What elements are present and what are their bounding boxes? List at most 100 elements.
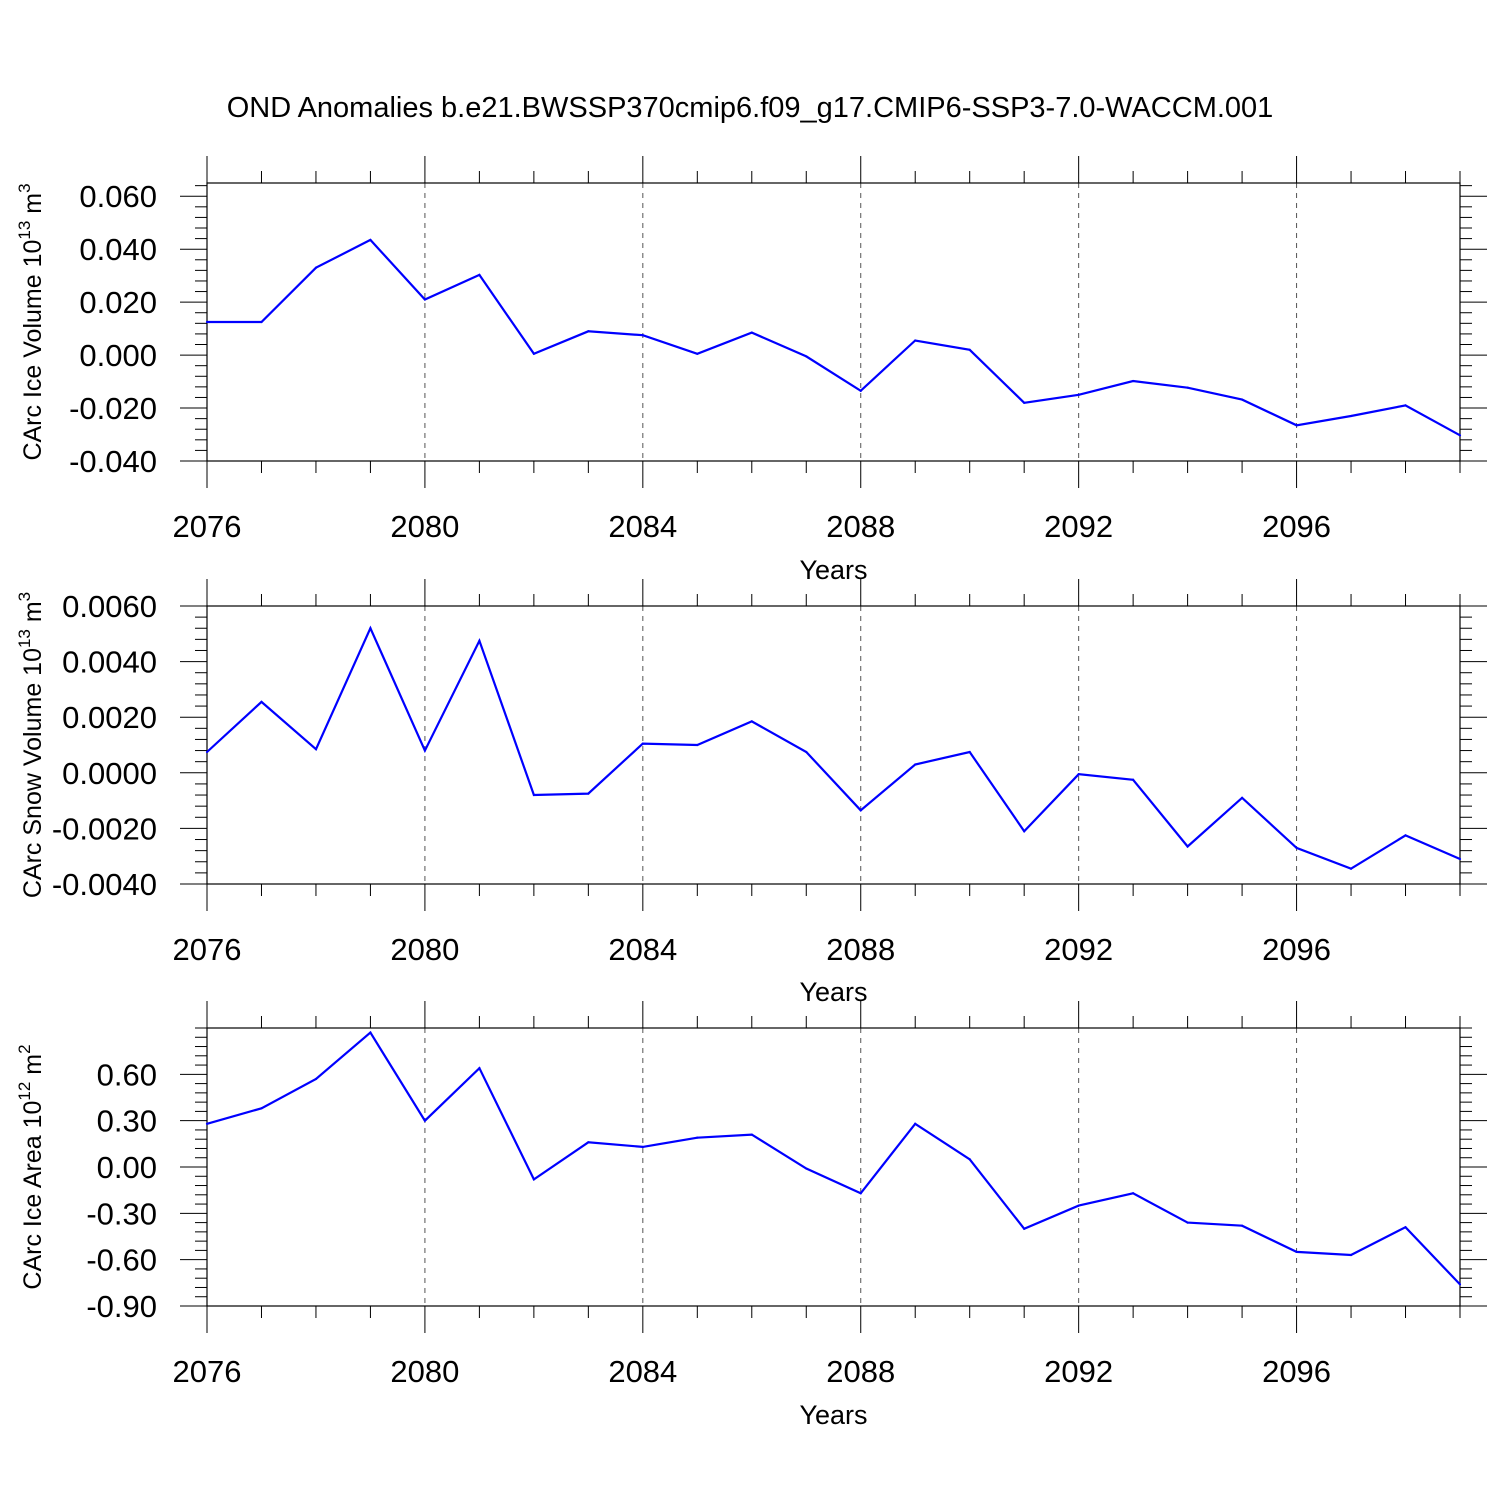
data-point: [1132, 379, 1135, 383]
y-axis-title-superscript: 2: [15, 1044, 34, 1053]
data-point: [805, 1167, 808, 1170]
data-point: [423, 749, 427, 752]
y-tick-label: 0.0060: [62, 589, 157, 624]
data-point: [369, 238, 372, 242]
x-axis-title: Years: [799, 1400, 867, 1430]
y-tick-label: -0.30: [86, 1196, 157, 1231]
y-tick-label: -0.90: [86, 1289, 157, 1324]
data-point: [369, 627, 372, 630]
data-point: [1186, 386, 1189, 389]
data-point: [1404, 834, 1407, 837]
data-point: [641, 334, 644, 337]
y-axis-title-text: m: [19, 1054, 47, 1082]
y-tick-label: 0.0040: [62, 645, 157, 680]
data-point: [696, 743, 699, 747]
data-point: [1240, 1224, 1244, 1227]
data-point: [1458, 1283, 1462, 1286]
data-point: [314, 1077, 318, 1081]
data-point: [1295, 1250, 1298, 1254]
data-point: [260, 700, 263, 704]
y-axis-title-text: CArc Ice Volume 10: [19, 240, 47, 461]
panel-3: 2076 2080 2084 2088 2092 2096 Years 0.60 0.30 0.0…: [15, 1001, 1487, 1430]
y-axis-title: CArc Ice Volume 1013 m3: [15, 183, 47, 460]
data-point: [1349, 867, 1353, 870]
data-point: [532, 1178, 535, 1181]
data-point: [1023, 830, 1026, 833]
y-axis-title-superscript: 12: [15, 1082, 34, 1101]
series-line: [206, 1030, 1461, 1286]
x-tick-label: 2092: [1044, 509, 1113, 544]
data-point: [641, 742, 644, 745]
data-point: [423, 1119, 427, 1122]
data-point: [968, 1158, 971, 1161]
y-tick-label: 0.0000: [62, 756, 157, 791]
data-point: [750, 720, 753, 723]
y-axis-title-text: m: [19, 601, 47, 629]
y-axis-title: CArc Ice Area 1012 m2: [15, 1044, 47, 1289]
y-axis-title-superscript: 3: [15, 183, 34, 192]
y-tick-label: -0.60: [86, 1243, 157, 1278]
data-point: [1404, 1226, 1407, 1229]
x-tick-label: 2096: [1262, 932, 1331, 967]
data-point: [1349, 1253, 1353, 1257]
data-point: [696, 352, 699, 355]
series-line: [206, 625, 1461, 870]
x-tick-label: 2080: [390, 1354, 459, 1389]
y-axis-title-superscript: 13: [15, 629, 34, 648]
data-point: [1404, 404, 1407, 407]
x-tick-label: 2096: [1262, 509, 1331, 544]
y-tick-label: -0.040: [69, 444, 157, 479]
data-point: [859, 809, 862, 812]
x-tick-label: 2092: [1044, 932, 1113, 967]
data-point: [1240, 398, 1244, 401]
y-tick-label: 0.00: [97, 1150, 157, 1185]
plot-frame: [206, 1027, 1461, 1307]
y-axis-title-text: CArc Snow Volume 10: [19, 648, 47, 898]
data-point: [587, 330, 590, 333]
data-point: [696, 1136, 699, 1139]
plot-frame: [206, 182, 1461, 462]
data-point: [532, 352, 535, 355]
data-point: [1458, 434, 1462, 437]
y-axis-title-text: m: [19, 193, 47, 221]
y-tick-label: 0.040: [79, 232, 157, 267]
data-point: [314, 748, 318, 751]
data-point: [805, 750, 808, 754]
y-axis-title: CArc Snow Volume 1013 m3: [15, 592, 47, 898]
data-point: [1458, 857, 1462, 861]
data-point: [1186, 845, 1189, 848]
data-point: [750, 1133, 753, 1136]
x-tick-label: 2096: [1262, 1354, 1331, 1389]
data-point: [1295, 424, 1298, 427]
data-point: [1077, 1204, 1080, 1207]
x-tick-label: 2080: [390, 509, 459, 544]
data-point: [205, 750, 209, 754]
data-point: [1077, 393, 1080, 396]
series-line: [207, 238, 1461, 437]
x-axis-title: Years: [799, 555, 867, 585]
data-point: [1077, 773, 1080, 776]
data-point: [1295, 846, 1298, 849]
data-point: [641, 1145, 644, 1149]
x-tick-label: 2092: [1044, 1354, 1113, 1389]
y-tick-label: -0.0040: [52, 867, 157, 902]
y-axis-title-superscript: 13: [15, 221, 34, 240]
data-point: [1023, 1227, 1026, 1230]
data-point: [805, 355, 808, 358]
data-point: [914, 1122, 917, 1125]
x-tick-label: 2084: [608, 932, 677, 967]
x-axis-title: Years: [799, 977, 867, 1007]
data-point: [750, 331, 753, 334]
x-tick-label: 2084: [608, 509, 677, 544]
data-point: [478, 1067, 481, 1070]
data-point: [205, 1122, 209, 1125]
y-tick-label: 0.0020: [62, 700, 157, 735]
data-point: [859, 1192, 862, 1195]
data-point: [587, 1141, 590, 1144]
data-point: [859, 389, 862, 392]
panel-2: 2076 2080 2084 2088 2092 2096 Years 0.0060 0.004…: [15, 579, 1487, 1007]
y-tick-label: 0.000: [79, 338, 157, 373]
data-point: [1186, 1221, 1189, 1224]
y-tick-label: 0.30: [97, 1104, 157, 1139]
